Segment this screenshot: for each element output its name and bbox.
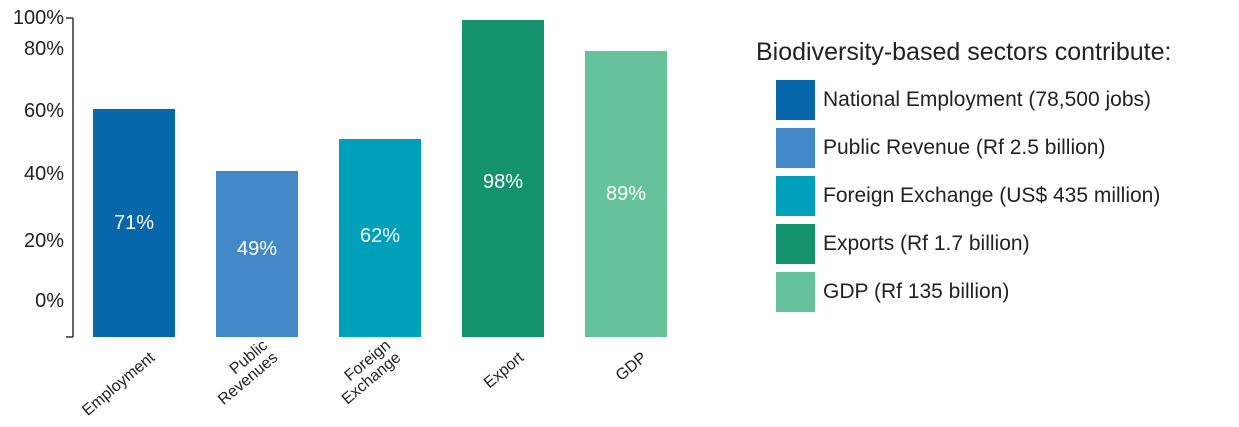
y-tick-label-0: 100% bbox=[13, 7, 64, 29]
legend-title: Biodiversity-based sectors contribute: bbox=[756, 38, 1172, 66]
legend-label: Foreign Exchange (US$ 435 million) bbox=[823, 184, 1161, 207]
y-tick-label-4: 20% bbox=[24, 230, 64, 252]
bars: 71% 49% 62% 98% 89% bbox=[93, 20, 667, 337]
legend-swatch bbox=[776, 272, 815, 312]
x-tick-label-2: ForeignExchange bbox=[329, 337, 405, 408]
legend-item-public-revenue: Public Revenue (Rf 2.5 billion) bbox=[776, 127, 1231, 169]
y-axis-ticks: 100% 80% 60% 40% 20% 0% bbox=[13, 7, 73, 338]
legend: Biodiversity-based sectors contribute: N… bbox=[756, 38, 1231, 319]
legend-swatch bbox=[776, 176, 815, 216]
bar-4 bbox=[585, 51, 667, 337]
y-tick-label-3: 40% bbox=[24, 163, 64, 185]
legend-swatch bbox=[776, 224, 815, 264]
bar-data-label-2: 62% bbox=[360, 225, 400, 247]
x-tick-label-0: Employment bbox=[79, 349, 158, 420]
legend-label: National Employment (78,500 jobs) bbox=[823, 88, 1152, 111]
legend-item-foreign-exchange: Foreign Exchange (US$ 435 million) bbox=[776, 175, 1231, 217]
legend-swatch bbox=[776, 128, 815, 168]
x-axis-labels: Employment PublicRevenues ForeignExchange E… bbox=[79, 337, 650, 419]
bar-0 bbox=[93, 109, 175, 337]
x-tick-label-4: GDP bbox=[613, 349, 650, 384]
legend-item-gdp: GDP (Rf 135 billion) bbox=[776, 271, 1231, 313]
bar-data-label-1: 49% bbox=[237, 238, 277, 260]
x-tick-label-3: Export bbox=[481, 349, 528, 392]
legend-label: Exports (Rf 1.7 billion) bbox=[823, 232, 1030, 255]
y-tick-label-5: 0% bbox=[35, 290, 64, 312]
legend-item-exports: Exports (Rf 1.7 billion) bbox=[776, 223, 1231, 265]
bar-chart: 100% 80% 60% 40% 20% 0% 71% 49% 62% 98% 89% Emplo… bbox=[13, 7, 667, 419]
bar-data-label-0: 71% bbox=[114, 212, 154, 234]
y-tick-label-1: 80% bbox=[24, 38, 64, 60]
bar-data-label-4: 89% bbox=[606, 183, 646, 205]
legend-label: GDP (Rf 135 billion) bbox=[823, 280, 1010, 303]
bar-1 bbox=[216, 171, 298, 337]
legend-item-employment: National Employment (78,500 jobs) bbox=[776, 79, 1231, 121]
legend-label: Public Revenue (Rf 2.5 billion) bbox=[823, 136, 1106, 159]
y-tick-label-2: 60% bbox=[24, 100, 64, 122]
bar-3 bbox=[462, 20, 544, 337]
bar-2 bbox=[339, 139, 421, 337]
x-tick-label-1: PublicRevenues bbox=[205, 337, 281, 409]
bar-data-label-3: 98% bbox=[483, 171, 523, 193]
legend-swatch bbox=[776, 80, 815, 120]
